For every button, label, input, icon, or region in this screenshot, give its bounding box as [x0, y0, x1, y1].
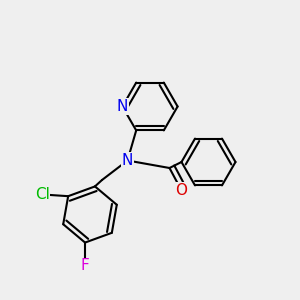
Text: F: F [81, 259, 89, 274]
Text: N: N [117, 99, 128, 114]
Text: Cl: Cl [34, 187, 50, 202]
Text: O: O [176, 183, 188, 198]
Text: N: N [122, 153, 133, 168]
